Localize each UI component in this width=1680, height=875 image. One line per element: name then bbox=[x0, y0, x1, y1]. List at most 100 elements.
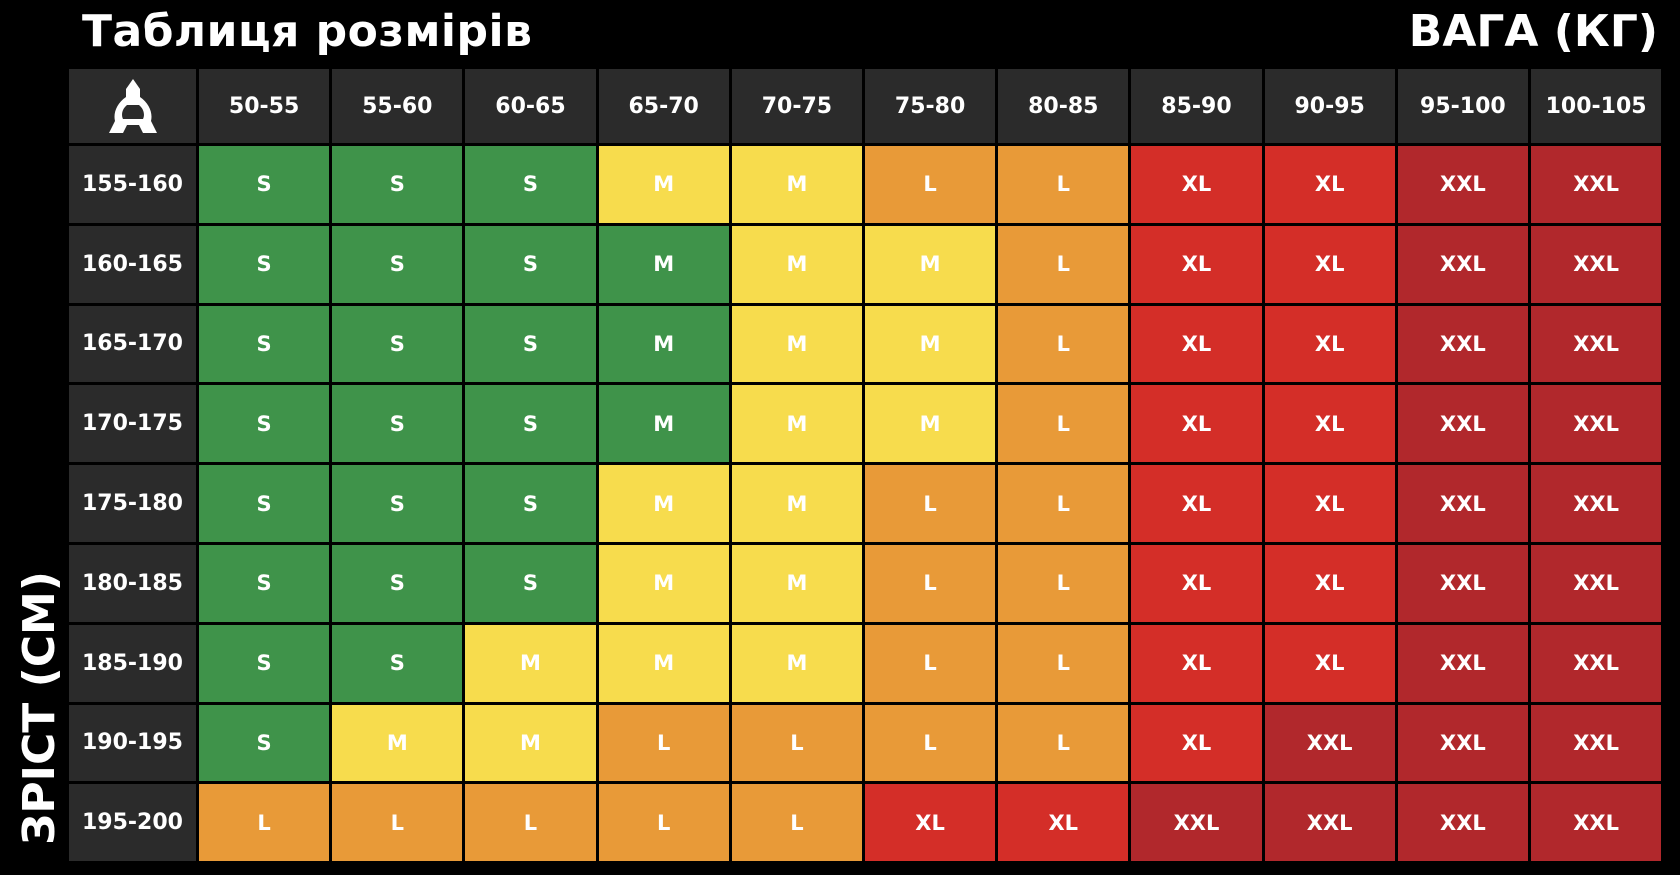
column-header-95-100: 95-100 bbox=[1397, 69, 1528, 143]
size-cell: XL bbox=[1264, 225, 1395, 303]
size-cell: XXL bbox=[1531, 225, 1662, 303]
size-cell: XXL bbox=[1131, 784, 1262, 862]
size-cell: XXL bbox=[1531, 146, 1662, 223]
size-cell: XXL bbox=[1531, 784, 1662, 862]
size-cell: L bbox=[998, 704, 1129, 782]
size-cell: XXL bbox=[1531, 305, 1662, 383]
size-cell: S bbox=[199, 385, 330, 463]
size-cell: S bbox=[199, 146, 330, 223]
size-cell: M bbox=[598, 624, 729, 702]
size-cell: S bbox=[332, 305, 463, 383]
size-cell: L bbox=[998, 305, 1129, 383]
size-cell: XL bbox=[1131, 305, 1262, 383]
size-cell: M bbox=[865, 385, 996, 463]
size-cell: XL bbox=[1131, 624, 1262, 702]
size-cell: L bbox=[865, 545, 996, 622]
size-cell: M bbox=[598, 385, 729, 463]
size-cell: L bbox=[998, 225, 1129, 303]
size-cell: XXL bbox=[1531, 545, 1662, 622]
column-header-50-55: 50-55 bbox=[199, 69, 330, 143]
size-cell: XXL bbox=[1397, 465, 1528, 542]
size-cell: S bbox=[465, 305, 596, 383]
size-cell: L bbox=[998, 624, 1129, 702]
size-cell: M bbox=[865, 305, 996, 383]
size-cell: L bbox=[998, 146, 1129, 223]
size-cell: S bbox=[332, 465, 463, 542]
page-title: Таблиця розмірів bbox=[82, 6, 533, 57]
size-cell: XXL bbox=[1397, 305, 1528, 383]
size-cell: S bbox=[465, 465, 596, 542]
size-cell: L bbox=[199, 784, 330, 862]
size-cell: M bbox=[598, 305, 729, 383]
size-cell: L bbox=[731, 704, 862, 782]
size-cell: S bbox=[332, 545, 463, 622]
size-cell: M bbox=[731, 146, 862, 223]
size-cell: XL bbox=[1131, 146, 1262, 223]
size-cell: S bbox=[465, 225, 596, 303]
size-cell: M bbox=[598, 146, 729, 223]
size-cell: XL bbox=[1264, 624, 1395, 702]
size-cell: M bbox=[731, 545, 862, 622]
size-cell: L bbox=[998, 545, 1129, 622]
column-header-80-85: 80-85 bbox=[998, 69, 1129, 143]
size-cell: S bbox=[199, 305, 330, 383]
column-header-55-60: 55-60 bbox=[332, 69, 463, 143]
size-cell: M bbox=[598, 225, 729, 303]
size-cell: M bbox=[598, 465, 729, 542]
size-cell: L bbox=[998, 465, 1129, 542]
row-header-160-165: 160-165 bbox=[69, 225, 196, 303]
size-cell: XL bbox=[1264, 305, 1395, 383]
size-cell: M bbox=[731, 624, 862, 702]
size-cell: M bbox=[465, 704, 596, 782]
size-cell: L bbox=[598, 784, 729, 862]
size-cell: XXL bbox=[1397, 225, 1528, 303]
size-cell: XL bbox=[1264, 545, 1395, 622]
size-cell: M bbox=[731, 225, 862, 303]
size-cell: XXL bbox=[1531, 704, 1662, 782]
size-cell: S bbox=[465, 545, 596, 622]
brand-logo-icon bbox=[108, 79, 157, 133]
size-cell: XL bbox=[1131, 465, 1262, 542]
size-cell: L bbox=[865, 624, 996, 702]
weight-axis-label: ВАГА (КГ) bbox=[1408, 6, 1658, 57]
column-header-75-80: 75-80 bbox=[865, 69, 996, 143]
row-header-195-200: 195-200 bbox=[69, 784, 196, 862]
size-cell: L bbox=[865, 146, 996, 223]
size-cell: XXL bbox=[1531, 624, 1662, 702]
size-cell: S bbox=[199, 225, 330, 303]
size-cell: S bbox=[199, 704, 330, 782]
size-cell: XL bbox=[1131, 385, 1262, 463]
size-cell: S bbox=[199, 465, 330, 542]
row-header-185-190: 185-190 bbox=[69, 624, 196, 702]
size-cell: XL bbox=[1131, 225, 1262, 303]
row-header-155-160: 155-160 bbox=[69, 146, 196, 223]
column-header-70-75: 70-75 bbox=[731, 69, 862, 143]
size-cell: XXL bbox=[1397, 146, 1528, 223]
size-cell: M bbox=[731, 465, 862, 542]
size-cell: XXL bbox=[1531, 465, 1662, 542]
size-cell: S bbox=[199, 545, 330, 622]
column-header-85-90: 85-90 bbox=[1131, 69, 1262, 143]
size-cell: S bbox=[332, 225, 463, 303]
size-cell: XL bbox=[998, 784, 1129, 862]
size-cell: XXL bbox=[1397, 385, 1528, 463]
size-cell: M bbox=[731, 385, 862, 463]
size-cell: XXL bbox=[1264, 704, 1395, 782]
size-cell: XL bbox=[1264, 465, 1395, 542]
size-cell: S bbox=[332, 146, 463, 223]
size-cell: M bbox=[332, 704, 463, 782]
size-cell: XXL bbox=[1531, 385, 1662, 463]
row-header-165-170: 165-170 bbox=[69, 305, 196, 383]
column-header-60-65: 60-65 bbox=[465, 69, 596, 143]
row-header-175-180: 175-180 bbox=[69, 465, 196, 542]
size-cell: XXL bbox=[1397, 784, 1528, 862]
size-cell: XL bbox=[1264, 385, 1395, 463]
size-cell: L bbox=[865, 704, 996, 782]
size-cell: M bbox=[731, 305, 862, 383]
size-cell: M bbox=[598, 545, 729, 622]
size-cell: L bbox=[731, 784, 862, 862]
size-cell: XXL bbox=[1264, 784, 1395, 862]
column-header-100-105: 100-105 bbox=[1531, 69, 1662, 143]
size-cell: L bbox=[598, 704, 729, 782]
